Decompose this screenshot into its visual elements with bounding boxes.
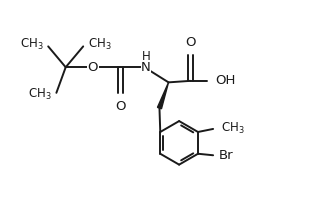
Text: OH: OH bbox=[215, 74, 236, 87]
Text: Br: Br bbox=[219, 149, 234, 162]
Text: O: O bbox=[115, 100, 125, 113]
Text: CH$_3$: CH$_3$ bbox=[28, 87, 52, 102]
Text: N: N bbox=[141, 61, 151, 74]
Text: O: O bbox=[88, 61, 98, 74]
Text: CH$_3$: CH$_3$ bbox=[88, 37, 112, 52]
Text: CH$_3$: CH$_3$ bbox=[221, 121, 244, 136]
Polygon shape bbox=[157, 82, 169, 109]
Text: O: O bbox=[185, 36, 195, 49]
Text: H: H bbox=[141, 50, 150, 63]
Text: CH$_3$: CH$_3$ bbox=[20, 37, 44, 52]
